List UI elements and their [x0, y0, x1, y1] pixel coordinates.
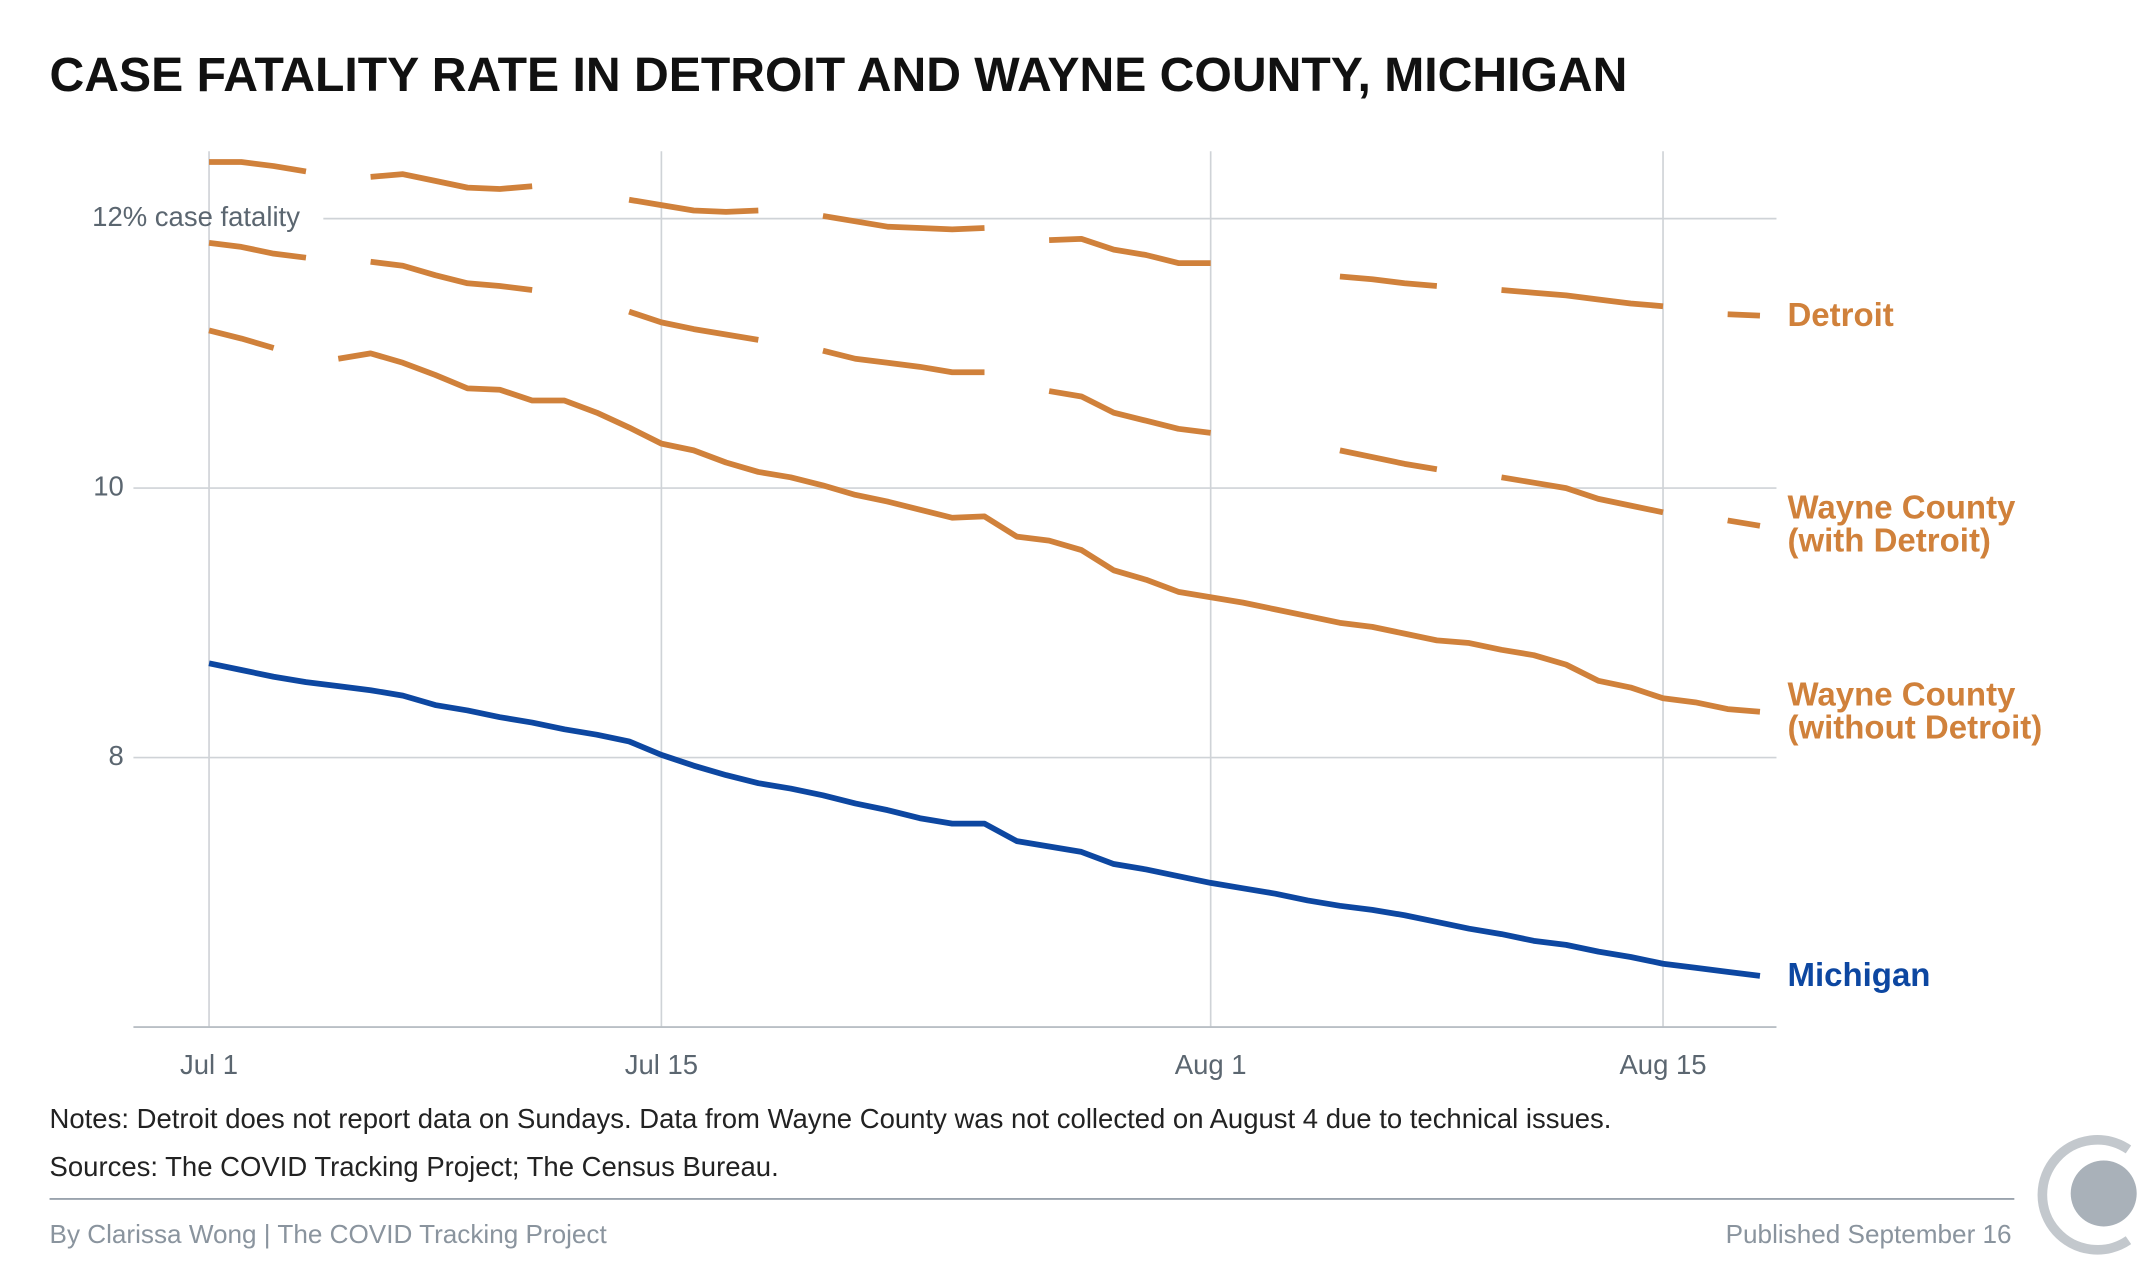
chart-title: CASE FATALITY RATE IN DETROIT AND WAYNE … [50, 48, 1628, 102]
published: Published September 16 [1726, 1219, 2012, 1249]
notes: Notes: Detroit does not report data on S… [50, 1103, 1612, 1134]
logo-dot [2070, 1160, 2137, 1227]
byline: By Clarissa Wong | The COVID Tracking Pr… [50, 1219, 608, 1249]
x-tick-label: Aug 1 [1175, 1049, 1247, 1080]
sources: Sources: The COVID Tracking Project; The… [50, 1151, 779, 1182]
series-label: Wayne County (without Detroit) [1787, 676, 2043, 747]
x-tick-label: Jul 1 [180, 1049, 238, 1080]
series-line [209, 159, 1761, 319]
series-label: Wayne County (with Detroit) [1787, 490, 2016, 561]
x-tick-label: Jul 15 [625, 1049, 698, 1080]
series-line [208, 327, 1761, 715]
x-tick-label: Aug 15 [1619, 1049, 1706, 1080]
y-tick-label: 8 [108, 740, 123, 771]
series-label-box: Michigan [1787, 956, 1931, 994]
series-label-box: Wayne County (without Detroit) [1787, 676, 2043, 747]
y-tick-label: 10 [93, 470, 124, 501]
series-label: Michigan [1787, 956, 1931, 994]
series-label: Detroit [1787, 296, 1894, 334]
logo-ring [2037, 1135, 2132, 1255]
y-tick-label: 12% case fatality [92, 201, 300, 232]
series-label-box: Detroit [1787, 296, 1894, 334]
logo [2037, 1135, 2137, 1255]
series-label-box: Wayne County (with Detroit) [1787, 490, 2016, 561]
series-line [208, 240, 1761, 529]
series-line [208, 660, 1761, 979]
